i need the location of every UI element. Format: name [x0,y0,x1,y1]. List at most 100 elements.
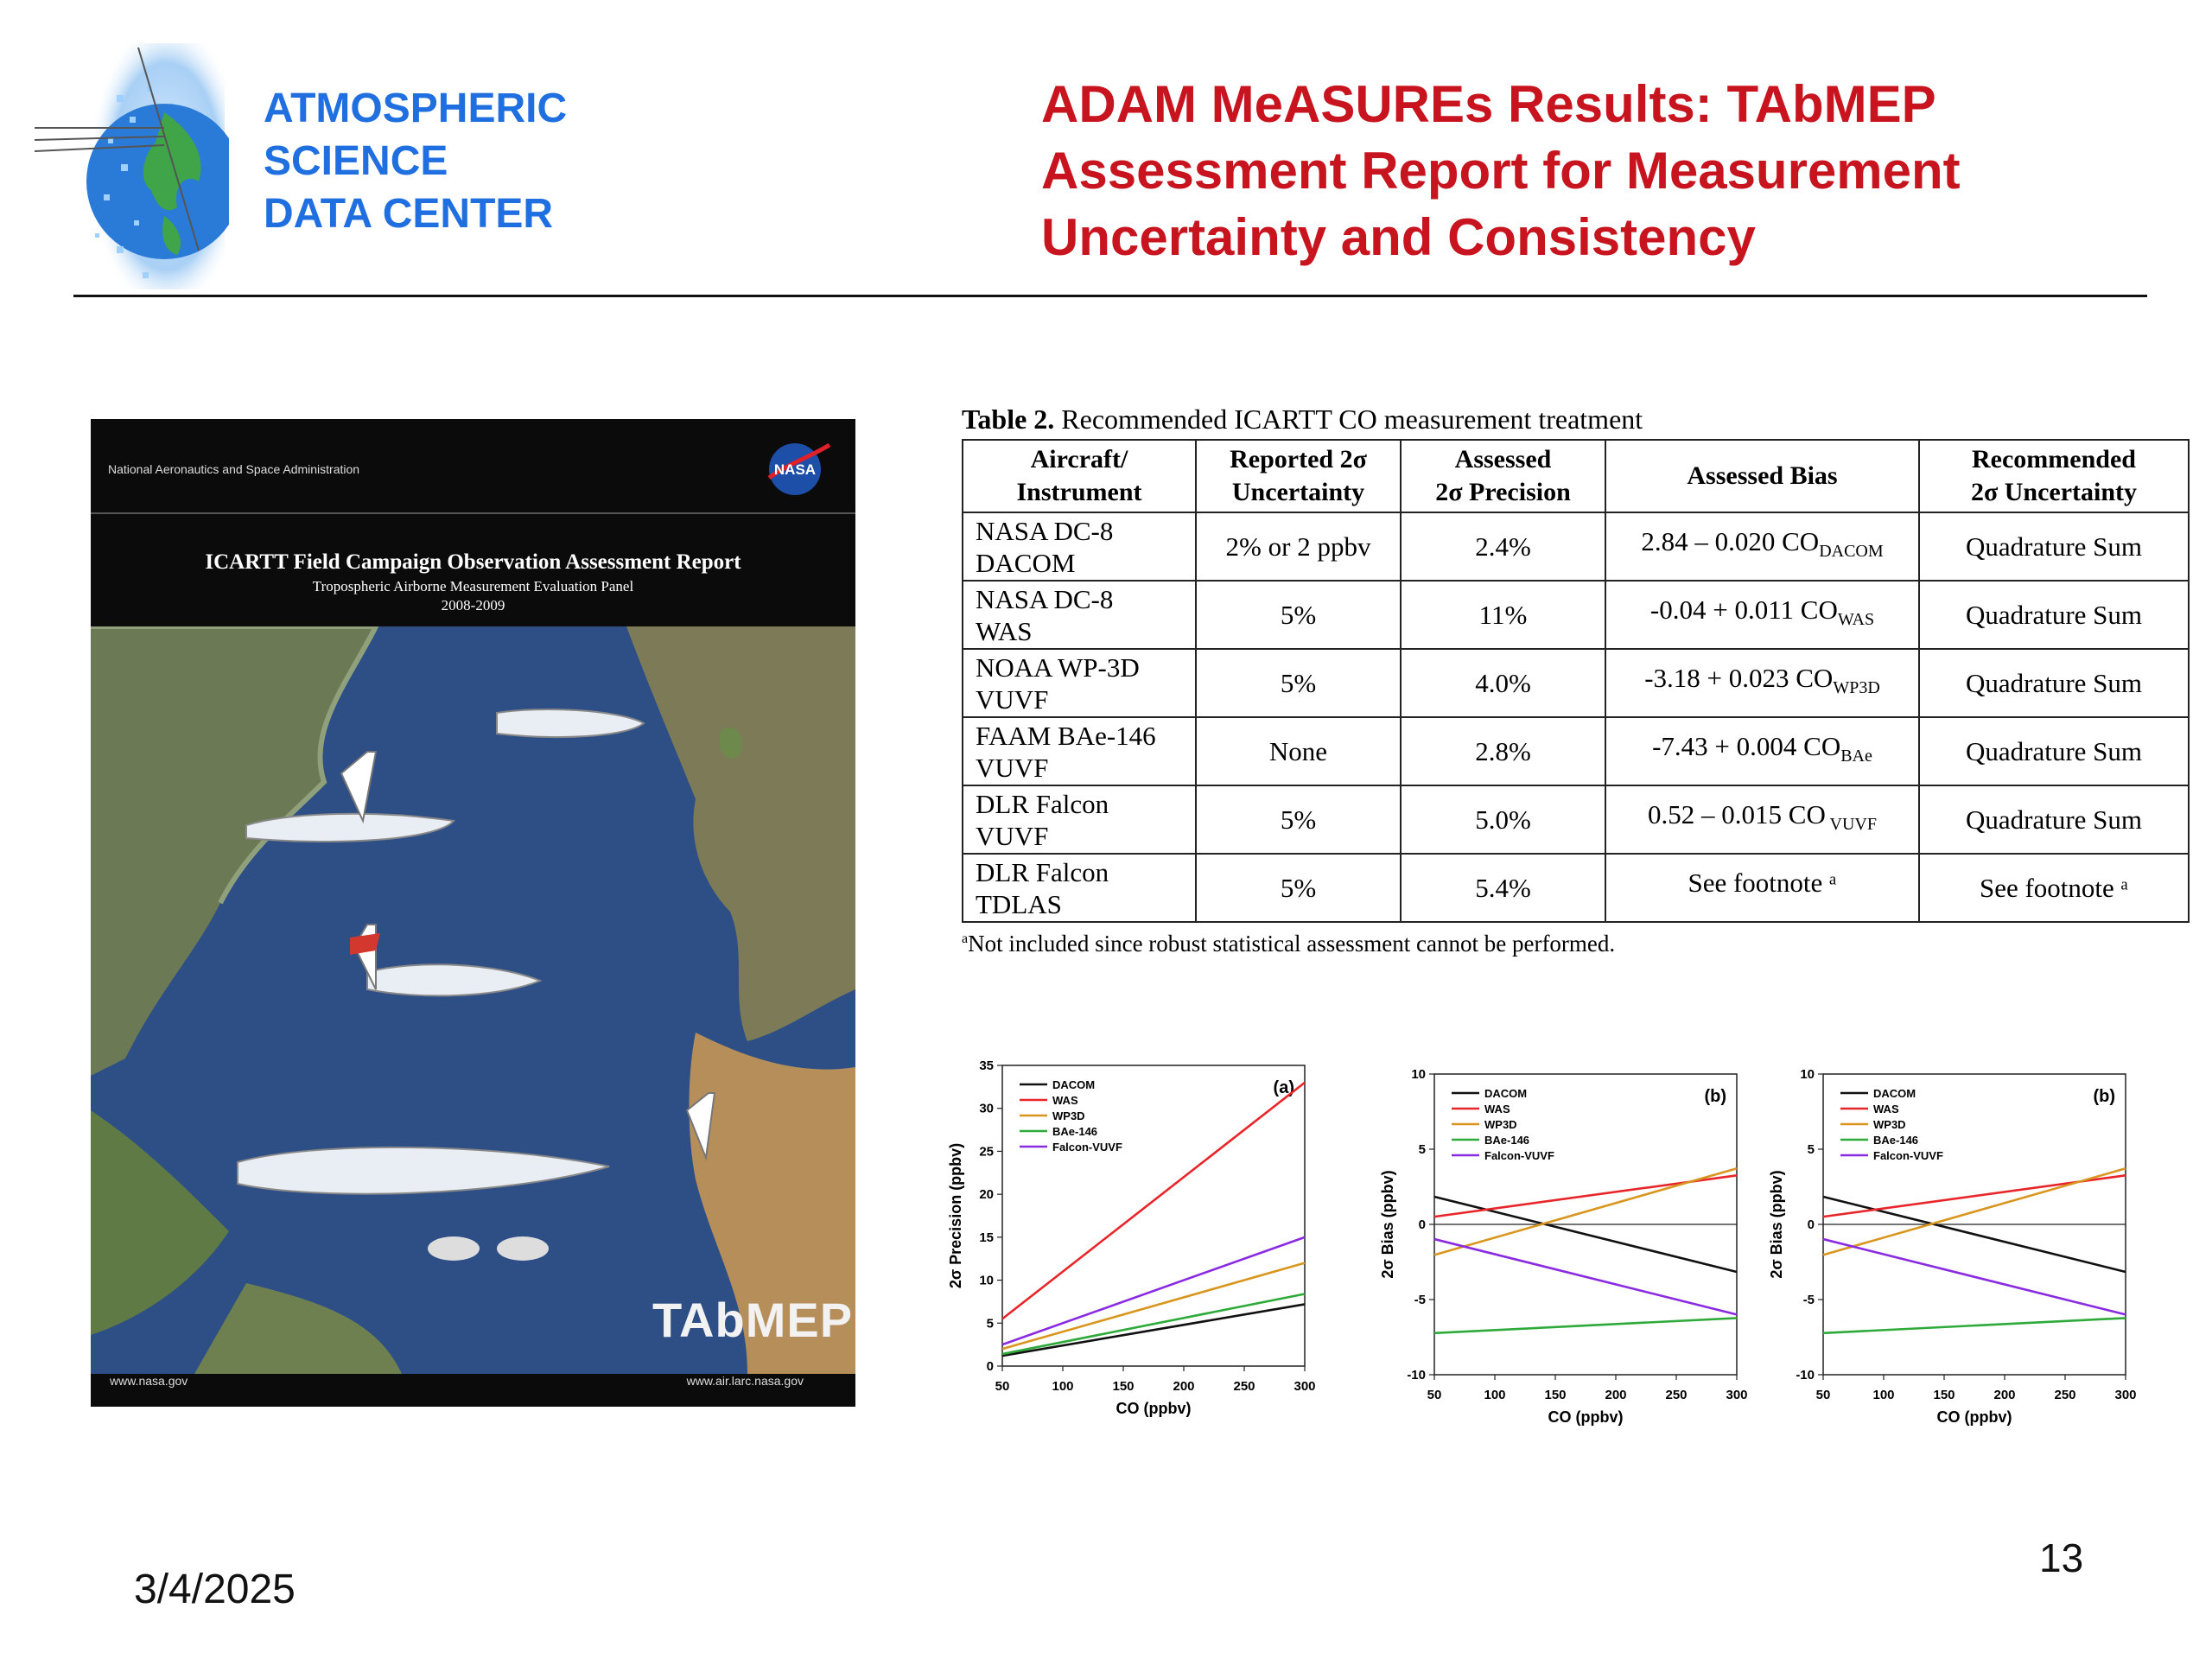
cell-bias: See footnote ᵃ [1605,853,1920,923]
series-line [1822,1237,2126,1316]
cell-reported: 5% [1195,785,1402,855]
table-row: NASA DC-8 DACOM 2% or 2 ppbv 2.4% 2.84 – 0.0… [962,512,2190,582]
table-row: NASA DC-8 WAS 5% 11% -0.04 + 0.011 COWAS Quad… [962,580,2190,650]
cell-reported: 5% [1195,580,1402,650]
table-row: DLR Falcon TDLAS 5% 5.4% See footnote ᵃ See f… [962,853,2190,923]
series-line [1433,1167,1738,1256]
y-tick-label: 10 [1411,1067,1426,1082]
series-line [1001,1081,1306,1320]
table-footnote: aNot included since robust statistical a… [962,931,1615,957]
org-line: ATMOSPHERIC [264,86,568,131]
chart-plot-area: 0 5 10 15 20 25 30 35 50 100 150 200 250 300 CO (ppbv)… [947,1058,1316,1417]
cell-instrument: FAAM BAe-146 VUVF [962,716,1197,786]
y-tick-label: -10 [1407,1368,1426,1382]
series-line [1433,1237,1738,1316]
cover-url-right: www.air.larc.nasa.gov [686,1374,804,1388]
x-tick-label: 150 [1544,1388,1566,1402]
y-tick-label: 0 [1419,1217,1426,1232]
legend-label: BAe-146 [1873,1134,1918,1147]
cell-reported: None [1195,716,1402,786]
x-tick-label: 100 [1052,1379,1073,1394]
cell-bias: -0.04 + 0.011 COWAS [1605,580,1920,650]
plot-frame [1001,1065,1306,1367]
title-line: ADAM MeASUREs Results: TAbMEP [1041,75,1936,133]
cell-bias: 0.52 – 0.015 CO VUVF [1605,785,1920,855]
series-line [1822,1317,2126,1335]
cell-instrument: DLR Falcon VUVF [962,785,1197,855]
cell-reported: 5% [1195,648,1402,718]
legend-label: DACOM [1484,1087,1527,1100]
legend-label: BAe-146 [1052,1125,1097,1138]
cover-header: National Aeronautics and Space Administr… [91,419,855,514]
col-header-bias: Assessed Bias [1605,439,1920,513]
panel-label: (b) [2093,1087,2115,1106]
series-line [1822,1167,2126,1256]
x-tick-label: 200 [1173,1379,1194,1394]
legend-label: WAS [1484,1103,1510,1116]
slide-title: ADAM MeASUREs Results: TAbMEP Assessment… [1041,71,2182,270]
legend-label: WAS [1873,1103,1899,1116]
table-caption-label: Table 2. [962,404,1055,435]
cell-reported: 5% [1195,853,1402,923]
y-tick-label: 5 [1419,1142,1426,1157]
x-tick-label: 150 [1933,1388,1955,1402]
title-line: Uncertainty and Consistency [1041,208,1756,266]
cell-instrument: NASA DC-8 DACOM [962,512,1197,582]
legend-label: Falcon-VUVF [1052,1141,1122,1154]
x-tick-label: 200 [1993,1388,2015,1402]
cell-precision: 4.0% [1400,648,1606,718]
series-line [1001,1293,1306,1356]
y-tick-label: 20 [979,1187,994,1202]
x-tick-label: 300 [1294,1379,1315,1394]
cell-instrument: DLR Falcon TDLAS [962,853,1197,923]
y-axis-label: 2σ Precision (ppbv) [947,1143,964,1288]
header-divider [73,295,2147,297]
legend-label: BAe-146 [1484,1134,1529,1147]
legend-label: WAS [1052,1094,1078,1107]
x-tick-label: 50 [1427,1388,1442,1402]
report-cover-image: National Aeronautics and Space Administr… [91,419,855,1407]
cell-instrument: NASA DC-8 WAS [962,580,1197,650]
page-number: 13 [2039,1535,2084,1580]
cell-recommended: Quadrature Sum [1918,512,2190,582]
footnote-marker: a [962,931,969,946]
cover-subtitle: Tropospheric Airborne Measurement Evalua… [312,578,634,594]
y-tick-label: 35 [979,1058,994,1073]
panel-label: (a) [1274,1078,1294,1097]
series-line [1433,1317,1738,1335]
x-axis-label: CO (ppbv) [1548,1408,1624,1426]
cell-bias: 2.84 – 0.020 CODACOM [1605,512,1920,582]
x-tick-label: 50 [995,1379,1010,1394]
table-row: NOAA WP-3D VUVF 5% 4.0% -3.18 + 0.023 COWP3D… [962,648,2190,718]
cell-bias: -3.18 + 0.023 COWP3D [1605,648,1920,718]
cell-recommended: Quadrature Sum [1918,785,2190,855]
y-tick-label: 5 [987,1316,994,1331]
cover-agency: National Aeronautics and Space Administr… [108,462,360,476]
y-tick-label: 15 [979,1230,994,1245]
x-tick-label: 100 [1872,1388,1894,1402]
series-line [1001,1303,1306,1357]
y-tick-label: 5 [1808,1142,1815,1157]
y-tick-label: 10 [1800,1067,1815,1082]
series-line [1001,1262,1306,1351]
x-tick-label: 150 [1112,1379,1134,1394]
y-tick-label: 10 [979,1274,994,1288]
legend-label: WP3D [1484,1118,1517,1131]
cover-url-left: www.nasa.gov [110,1374,188,1388]
y-tick-label: 0 [987,1359,994,1374]
x-tick-label: 300 [2114,1388,2136,1402]
cover-title: ICARTT Field Campaign Observation Assess… [205,550,741,574]
co-treatment-table: Aircraft/Instrument Reported 2σ Uncertain… [962,439,2190,923]
asdc-globe-logo [35,43,229,289]
y-tick-label: 25 [979,1144,994,1159]
x-tick-label: 300 [1726,1388,1747,1402]
x-tick-label: 100 [1484,1388,1505,1402]
table-caption: Table 2. Recommended ICARTT CO measureme… [962,404,1643,435]
legend-label: WP3D [1873,1118,1906,1131]
col-header-recommended: Recommended 2σ Uncertainty [1918,439,2190,513]
series-line [1001,1236,1306,1346]
cover-years: 2008-2009 [441,597,505,613]
y-tick-label: -10 [1796,1368,1815,1382]
legend-label: DACOM [1873,1087,1916,1100]
cell-precision: 2.8% [1400,716,1606,786]
